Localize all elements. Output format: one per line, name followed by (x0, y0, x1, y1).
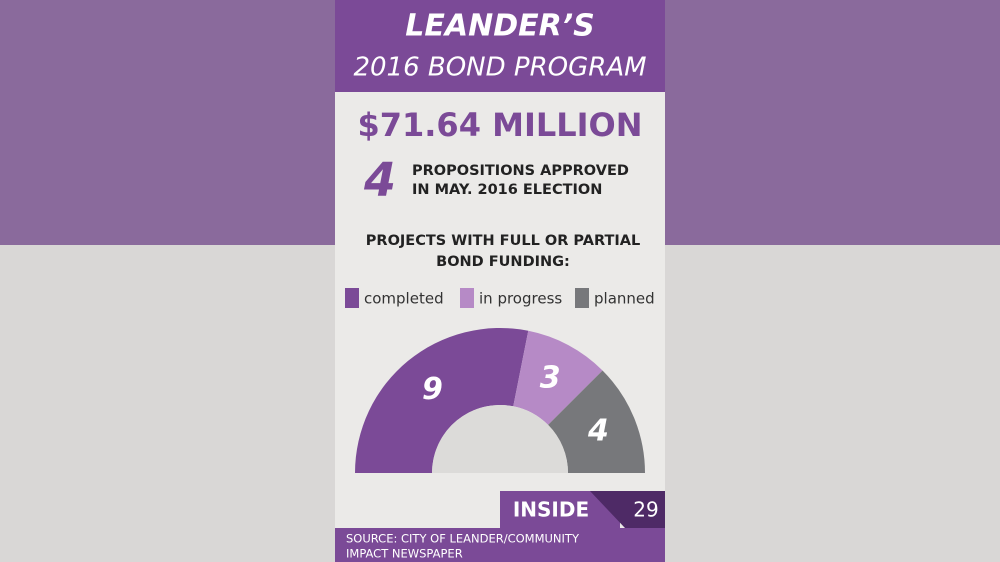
inside-page: 29 (633, 498, 658, 522)
subtitle: 2016 BOND PROGRAM (353, 53, 646, 83)
donut-hole (432, 405, 568, 473)
source: IMPACT NEWSPAPER (346, 547, 463, 561)
amount: $71.64 MILLION (357, 106, 642, 144)
legend-label: in progress (479, 290, 562, 308)
data-label: 9 (422, 372, 443, 407)
source-band (335, 528, 665, 562)
count-text: IN MAY. 2016 ELECTION (412, 182, 602, 198)
legend-swatch (345, 288, 359, 308)
header-band (335, 0, 665, 92)
source: SOURCE: CITY OF LEANDER/COMMUNITY (346, 532, 580, 546)
inside-label: INSIDE (513, 498, 589, 522)
title: LEANDER’S (405, 9, 594, 44)
wedge (355, 328, 529, 473)
data-label: 3 (540, 361, 561, 396)
count-text: PROPOSITIONS APPROVED (412, 163, 629, 179)
legend-swatch (575, 288, 589, 308)
data-label: 4 (587, 414, 609, 449)
legend-label: completed (364, 290, 444, 308)
legend-label: planned (594, 290, 655, 308)
inside-accent (590, 491, 665, 528)
legend-swatch (460, 288, 474, 308)
chart-title: BOND FUNDING: (436, 254, 570, 270)
count: 4 (363, 153, 396, 207)
wedge (548, 370, 645, 473)
wedge (513, 330, 603, 425)
chart-area: completed in progress planned 9 34 (345, 288, 655, 473)
chart-title: PROJECTS WITH FULL OR PARTIAL (366, 233, 640, 249)
